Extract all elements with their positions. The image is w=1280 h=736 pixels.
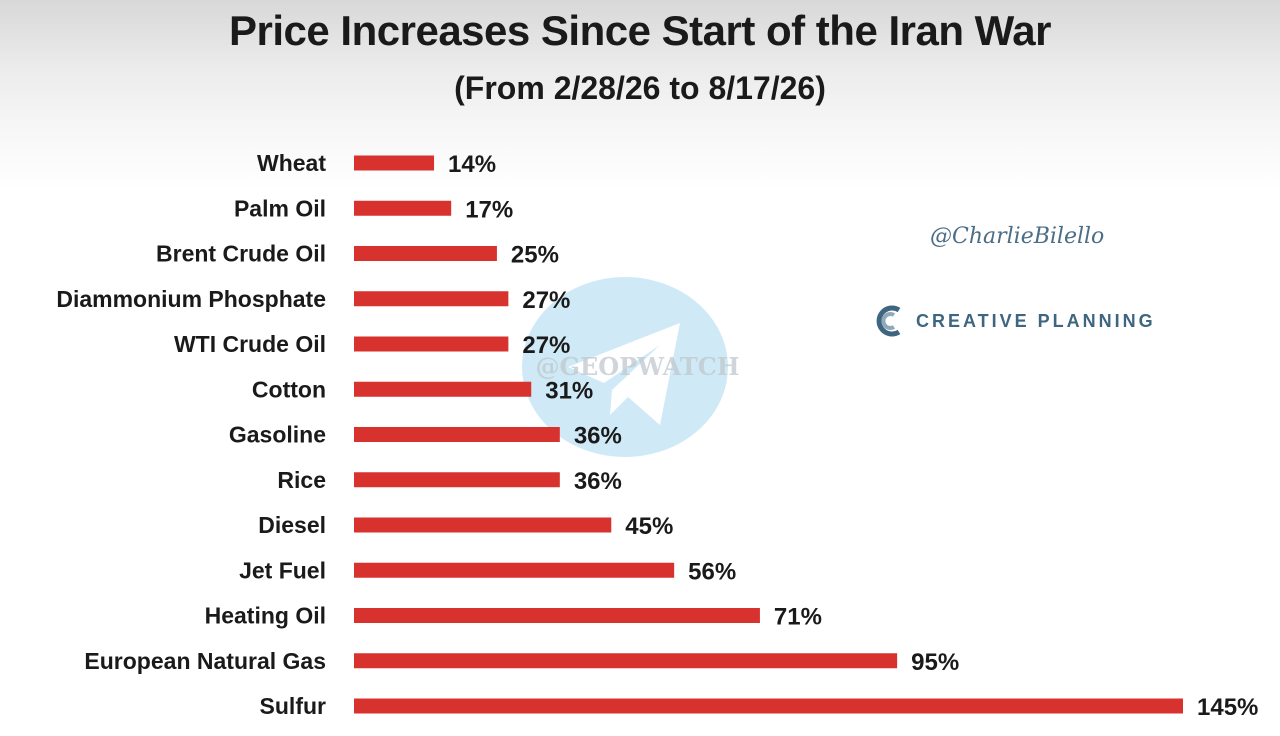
category-label-sulfur: Sulfur bbox=[260, 693, 326, 719]
bar-cotton bbox=[354, 381, 532, 397]
value-label-rice: 36% bbox=[574, 468, 622, 495]
category-label-palm-oil: Palm Oil bbox=[234, 195, 326, 221]
chart-subtitle: (From 2/28/26 to 8/17/26) bbox=[454, 70, 826, 106]
value-label-diesel: 45% bbox=[625, 513, 673, 540]
creative-planning-logo-icon bbox=[876, 305, 901, 337]
category-label-brent-crude-oil: Brent Crude Oil bbox=[156, 241, 326, 267]
bar-rice bbox=[354, 472, 560, 488]
category-label-heating-oil: Heating Oil bbox=[205, 603, 326, 629]
value-label-wti-crude-oil: 27% bbox=[522, 332, 570, 359]
bar-european-natural-gas bbox=[354, 653, 898, 669]
bar-heating-oil bbox=[354, 608, 760, 623]
author-handle: @CharlieBilello bbox=[930, 224, 1105, 249]
category-label-rice: Rice bbox=[277, 467, 326, 493]
category-label-wheat: Wheat bbox=[257, 150, 326, 176]
category-label-jet-fuel: Jet Fuel bbox=[239, 557, 326, 583]
bar-jet-fuel bbox=[354, 562, 675, 578]
value-label-wheat: 14% bbox=[448, 151, 496, 178]
telegram-icon bbox=[522, 277, 728, 457]
value-label-heating-oil: 71% bbox=[774, 604, 822, 631]
watermark-text: @GEOPWATCH bbox=[535, 352, 740, 381]
brand-name: CREATIVE PLANNING bbox=[916, 310, 1156, 331]
bar-diesel bbox=[354, 517, 612, 533]
bar-wheat bbox=[354, 155, 435, 171]
chart-title: Price Increases Since Start of the Iran … bbox=[229, 7, 1051, 54]
bar-sulfur bbox=[354, 698, 1183, 714]
value-label-brent-crude-oil: 25% bbox=[511, 242, 559, 269]
bar-wti-crude-oil bbox=[354, 336, 509, 352]
category-label-european-natural-gas: European Natural Gas bbox=[84, 648, 326, 674]
bar-gasoline bbox=[354, 427, 560, 442]
value-label-palm-oil: 17% bbox=[465, 196, 513, 223]
bar-diammonium-phosphate bbox=[354, 291, 509, 307]
bar-brent-crude-oil bbox=[354, 246, 497, 261]
value-label-sulfur: 145% bbox=[1197, 694, 1258, 721]
value-label-diammonium-phosphate: 27% bbox=[522, 287, 570, 314]
value-label-european-natural-gas: 95% bbox=[911, 649, 959, 676]
category-label-gasoline: Gasoline bbox=[229, 422, 326, 448]
value-label-gasoline: 36% bbox=[574, 423, 622, 450]
value-label-cotton: 31% bbox=[545, 377, 593, 404]
brand-lockup: CREATIVE PLANNING bbox=[872, 304, 1156, 338]
category-label-diesel: Diesel bbox=[258, 512, 326, 538]
value-label-jet-fuel: 56% bbox=[688, 558, 736, 585]
category-label-wti-crude-oil: WTI Crude Oil bbox=[174, 331, 326, 357]
category-label-cotton: Cotton bbox=[252, 376, 326, 402]
bar-palm-oil bbox=[354, 200, 452, 216]
category-label-diammonium-phosphate: Diammonium Phosphate bbox=[56, 286, 326, 312]
